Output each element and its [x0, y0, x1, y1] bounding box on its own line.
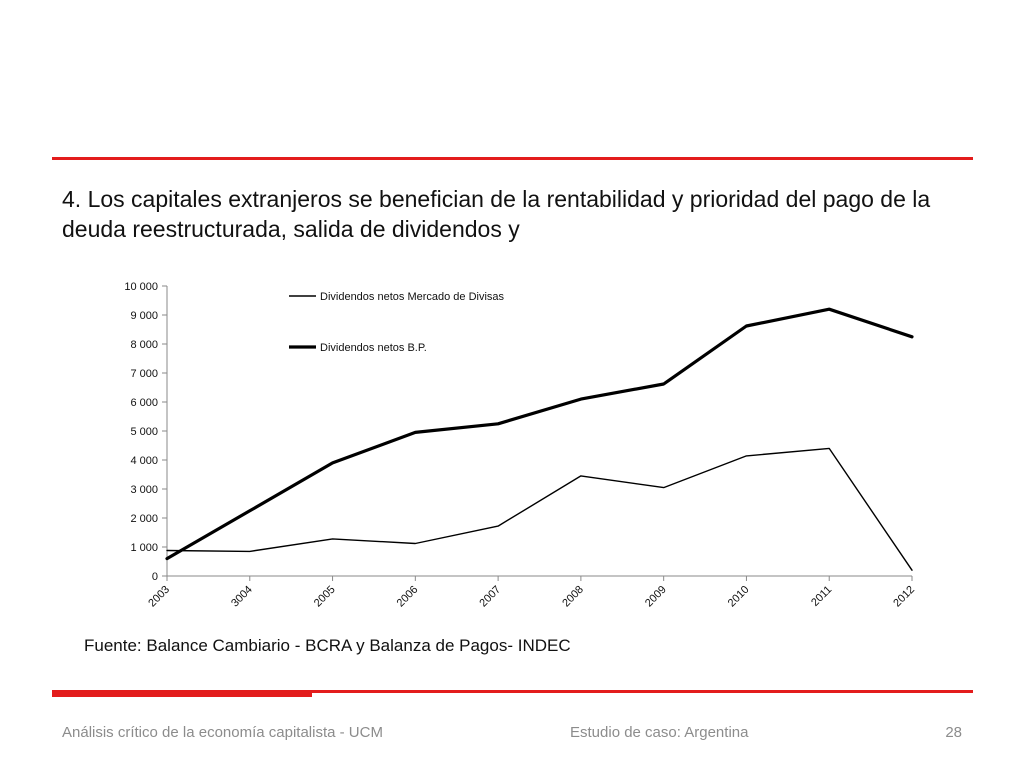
page-number: 28 [945, 724, 962, 741]
source-note: Fuente: Balance Cambiario - BCRA y Balan… [84, 636, 571, 655]
x-tick-label: 3004 [229, 584, 255, 610]
y-tick-label: 9 000 [130, 310, 158, 322]
y-tick-label: 0 [152, 571, 158, 583]
top-red-rule [52, 157, 973, 160]
y-tick-label: 5 000 [130, 426, 158, 438]
footer-section-title: Estudio de caso: Argentina [570, 724, 749, 741]
x-tick-label: 2012 [891, 584, 917, 610]
x-tick-label: 2007 [477, 584, 503, 610]
y-tick-label: 8 000 [130, 339, 158, 351]
series-line-bp [165, 307, 914, 561]
x-tick-label: 2009 [643, 584, 669, 610]
x-tick-label: 2003 [146, 584, 172, 610]
y-tick-label: 6 000 [130, 397, 158, 409]
y-tick-label: 3 000 [130, 484, 158, 496]
bottom-red-rule [52, 690, 973, 693]
y-tick-label: 10 000 [124, 281, 158, 293]
x-tick-label: 2006 [395, 584, 421, 610]
legend-label: Dividendos netos Mercado de Divisas [320, 291, 505, 303]
slide-title: 4. Los capitales extranjeros se benefici… [62, 186, 931, 242]
series-line-mercado [166, 447, 913, 571]
y-tick-label: 2 000 [130, 513, 158, 525]
footer-course-title: Análisis crítico de la economía capitali… [62, 724, 383, 741]
x-tick-label: 2005 [312, 584, 338, 610]
y-tick-label: 7 000 [130, 368, 158, 380]
y-tick-label: 4 000 [130, 455, 158, 467]
x-tick-label: 2008 [560, 584, 586, 610]
x-tick-label: 2010 [726, 584, 752, 610]
legend-label: Dividendos netos B.P. [320, 342, 427, 354]
x-tick-label: 2011 [809, 584, 834, 609]
y-tick-label: 1 000 [130, 542, 158, 554]
bottom-red-rule-accent [52, 692, 312, 697]
